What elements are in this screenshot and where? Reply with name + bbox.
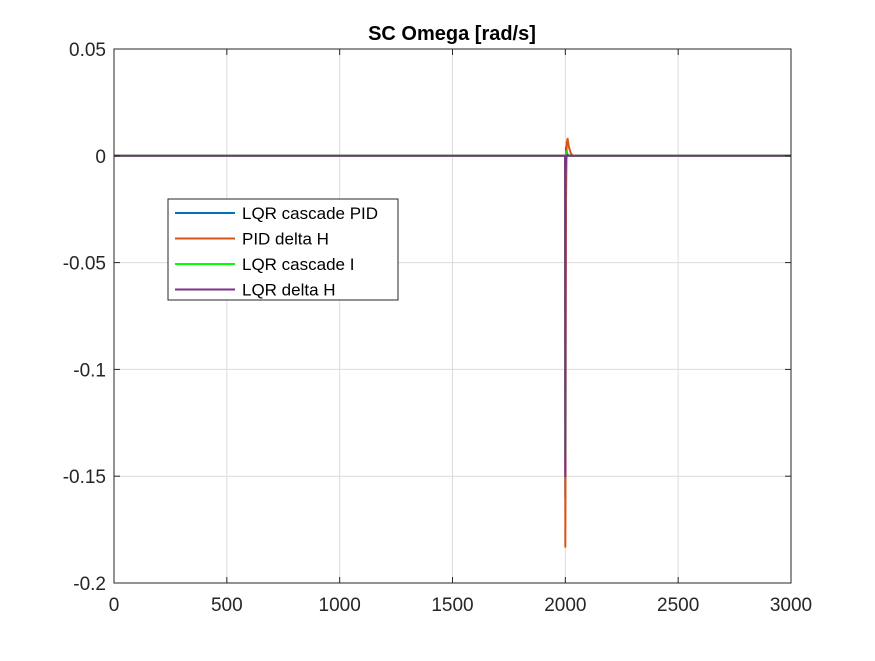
series-layer: [114, 137, 791, 548]
legend-label: LQR cascade I: [242, 255, 354, 274]
x-tick-label: 500: [211, 595, 243, 616]
x-tick-label: 1500: [431, 595, 473, 616]
legend-box: [167, 198, 399, 301]
y-tick-label: -0.15: [63, 467, 106, 488]
legend-label: LQR cascade PID: [242, 204, 378, 223]
x-tick-label: 1000: [319, 595, 361, 616]
tick-marks: [113, 48, 792, 584]
x-tick-label: 2000: [544, 595, 586, 616]
x-tick-label: 3000: [770, 595, 812, 616]
y-tick-label: 0: [95, 147, 106, 168]
x-tick-labels: 0 500 1000 1500 2000 2500 3000: [109, 595, 812, 616]
legend-label: PID delta H: [242, 230, 329, 249]
y-tick-label: 0.05: [69, 40, 106, 61]
y-tick-labels: 0.05 0 -0.05 -0.1 -0.15 -0.2: [63, 40, 106, 595]
chart-title: SC Omega [rad/s]: [368, 23, 536, 45]
series-line-lqr-delta-h: [114, 153, 791, 478]
y-tick-label: -0.05: [63, 254, 106, 275]
x-tick-label: 2500: [657, 595, 699, 616]
legend-label: LQR delta H: [242, 281, 336, 300]
y-tick-label: -0.1: [73, 360, 106, 381]
legend[interactable]: LQR cascade PID PID delta H LQR cascade I L…: [167, 198, 399, 301]
y-tick-label: -0.2: [73, 574, 106, 595]
x-tick-label: 0: [109, 595, 120, 616]
